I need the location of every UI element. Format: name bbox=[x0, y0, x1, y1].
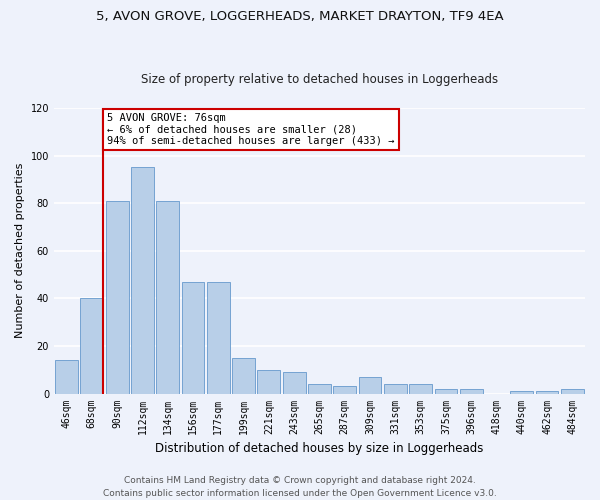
Bar bbox=[561, 389, 584, 394]
Bar bbox=[182, 282, 205, 394]
Bar bbox=[106, 201, 128, 394]
Bar bbox=[257, 370, 280, 394]
Bar bbox=[80, 298, 103, 394]
Text: 5 AVON GROVE: 76sqm
← 6% of detached houses are smaller (28)
94% of semi-detache: 5 AVON GROVE: 76sqm ← 6% of detached hou… bbox=[107, 113, 395, 146]
Title: Size of property relative to detached houses in Loggerheads: Size of property relative to detached ho… bbox=[141, 73, 498, 86]
Bar bbox=[283, 372, 305, 394]
Bar bbox=[157, 201, 179, 394]
Bar bbox=[359, 377, 382, 394]
Bar bbox=[207, 282, 230, 394]
Bar bbox=[536, 391, 559, 394]
Text: Contains HM Land Registry data © Crown copyright and database right 2024.
Contai: Contains HM Land Registry data © Crown c… bbox=[103, 476, 497, 498]
Bar bbox=[409, 384, 432, 394]
Bar bbox=[511, 391, 533, 394]
Bar bbox=[384, 384, 407, 394]
Bar bbox=[334, 386, 356, 394]
Y-axis label: Number of detached properties: Number of detached properties bbox=[15, 163, 25, 338]
Bar bbox=[131, 168, 154, 394]
X-axis label: Distribution of detached houses by size in Loggerheads: Distribution of detached houses by size … bbox=[155, 442, 484, 455]
Bar bbox=[55, 360, 78, 394]
Text: 5, AVON GROVE, LOGGERHEADS, MARKET DRAYTON, TF9 4EA: 5, AVON GROVE, LOGGERHEADS, MARKET DRAYT… bbox=[96, 10, 504, 23]
Bar bbox=[308, 384, 331, 394]
Bar bbox=[460, 389, 482, 394]
Bar bbox=[232, 358, 255, 394]
Bar bbox=[434, 389, 457, 394]
